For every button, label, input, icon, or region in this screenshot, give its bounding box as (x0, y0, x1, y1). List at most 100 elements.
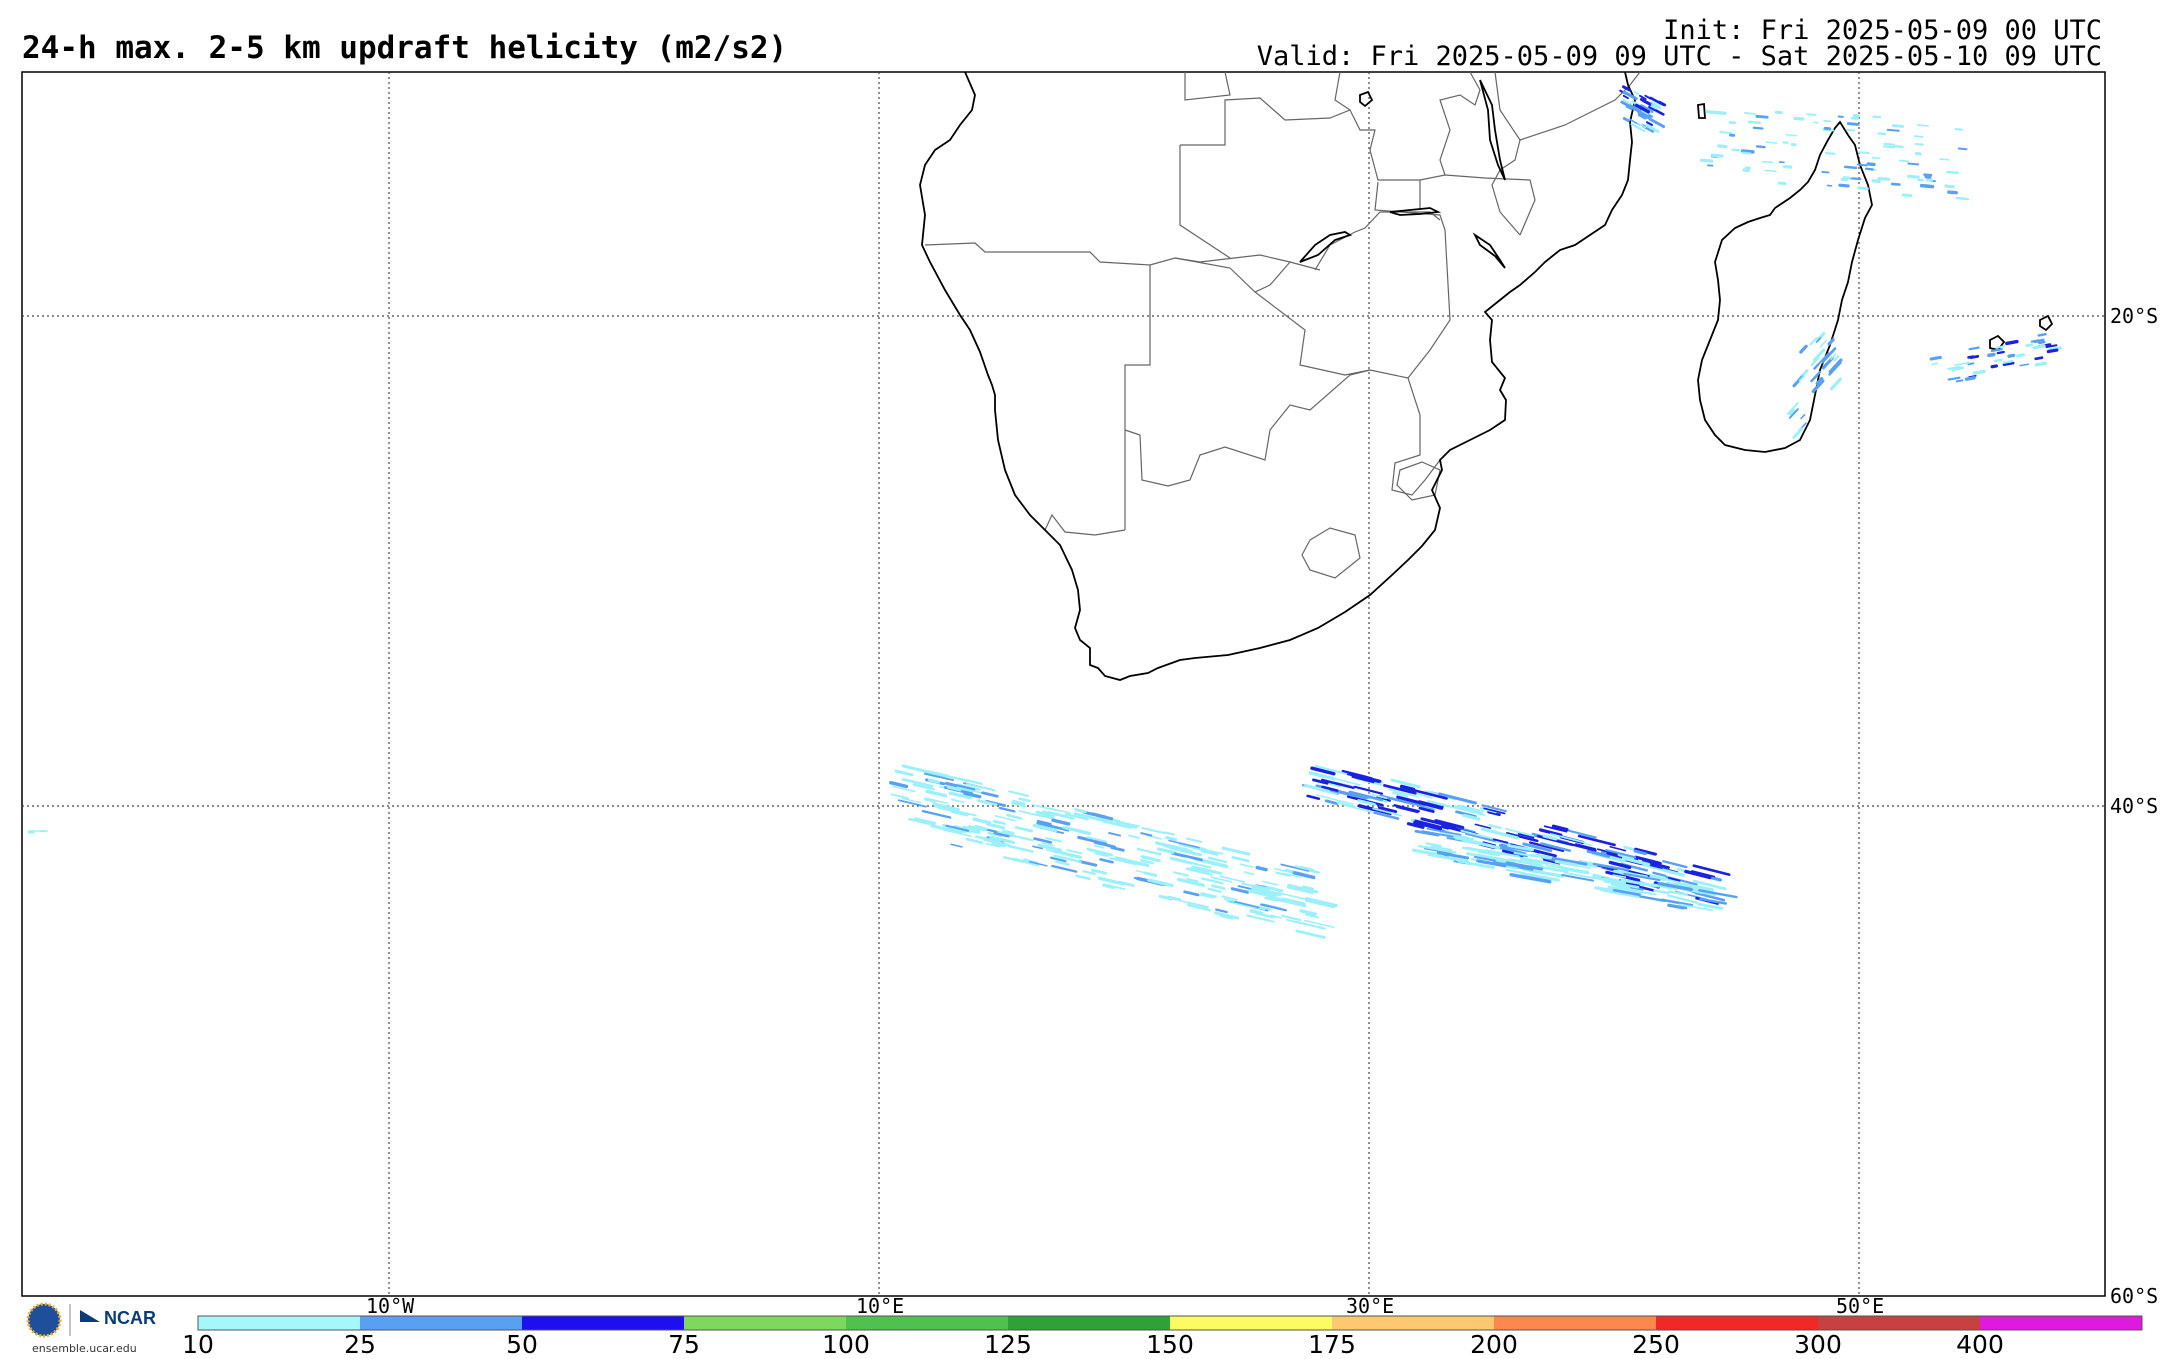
uh-streak (1916, 144, 1923, 145)
uh-streak (1719, 146, 1726, 147)
uh-streak (1174, 872, 1188, 875)
colorbar-bin (846, 1316, 1009, 1330)
uh-streak (1964, 363, 1969, 364)
ncar-mark-icon (80, 1310, 100, 1322)
uh-streak (1257, 868, 1266, 870)
uh-streak (1946, 186, 1953, 187)
uh-streak (1702, 160, 1712, 161)
uh-streak (1129, 836, 1139, 838)
uh-streak (1296, 922, 1325, 929)
uh-streak (1957, 198, 1968, 199)
uh-streak (1824, 121, 1830, 122)
uh-streak (1831, 379, 1840, 389)
uh-streak (1949, 192, 1957, 193)
uh-streak (1974, 371, 1984, 373)
uh-streak (1969, 357, 1973, 358)
colorbar-bin (198, 1316, 361, 1330)
map-frame (22, 72, 2105, 1296)
uh-streak (1786, 135, 1796, 136)
uh-streak (1995, 360, 2001, 361)
uh-streak (1879, 133, 1886, 134)
uh-streak (923, 811, 950, 817)
colorbar-bin (684, 1316, 847, 1330)
uh-streak (1801, 415, 1805, 419)
uh-streak (1895, 146, 1903, 147)
uh-streak (1956, 129, 1962, 130)
colorbar-bin (1818, 1316, 1981, 1330)
coastlines (920, 72, 2052, 680)
uh-streak (1624, 96, 1628, 98)
uh-streak (1142, 828, 1164, 833)
updraft-helicity-swaths (29, 87, 2061, 938)
lat-label-40s: 40°S (2110, 794, 2158, 818)
uh-streak (1610, 847, 1625, 851)
colorbar-bin (1980, 1316, 2143, 1330)
uh-streak (1992, 366, 1996, 367)
colorbar-bin (522, 1316, 685, 1330)
uh-streak (2020, 364, 2028, 365)
uh-streak (1187, 839, 1201, 842)
uh-streak (1915, 136, 1923, 137)
uh-streak (1326, 801, 1337, 804)
uh-streak (1784, 167, 1790, 168)
ncar-wordmark: NCAR (104, 1308, 156, 1329)
colorbar-tick-label: 200 (1470, 1330, 1518, 1359)
uh-streak (1000, 808, 1014, 811)
uh-streak (1427, 843, 1441, 846)
uh-streak (1822, 172, 1828, 173)
uh-streak (1066, 828, 1089, 833)
uh-streak (1009, 846, 1032, 851)
uh-streak (1713, 155, 1722, 156)
uh-streak (994, 821, 1004, 823)
uh-streak (1848, 124, 1858, 125)
uh-streak (974, 819, 990, 823)
uh-streak (1840, 185, 1848, 186)
uh-streak (1355, 787, 1382, 794)
uh-streak (1232, 889, 1247, 893)
uh-streak (967, 839, 982, 843)
colorbar-tick-label: 10 (182, 1330, 214, 1359)
uh-streak (1263, 882, 1277, 885)
uh-streak (1997, 346, 2005, 347)
uh-streak (1732, 150, 1739, 151)
colorbar-tick-label: 400 (1956, 1330, 2004, 1359)
uh-streak (1076, 810, 1085, 812)
uh-streak (1900, 161, 1908, 162)
colorbar-bin (360, 1316, 523, 1330)
uh-streak (1970, 348, 1979, 350)
uh-streak (1233, 857, 1248, 861)
colorbar-tick-label: 175 (1308, 1330, 1356, 1359)
uh-streak (1814, 364, 1818, 368)
uh-streak (952, 799, 963, 802)
colorbar-tick-label: 75 (668, 1330, 700, 1359)
uh-streak (1056, 862, 1069, 865)
lon-label-10e: 10°E (856, 1294, 904, 1318)
uh-streak (1167, 838, 1176, 840)
uh-streak (1240, 864, 1253, 867)
uh-streak (951, 844, 962, 846)
uh-streak (1507, 870, 1525, 873)
uh-streak (1742, 153, 1750, 154)
uh-streak (1820, 341, 1826, 347)
uh-streak (1282, 916, 1300, 920)
uh-streak (1052, 866, 1076, 872)
uh-streak (1216, 910, 1227, 912)
uh-streak (1908, 163, 1918, 164)
uh-streak (1872, 158, 1879, 159)
uh-streak (1853, 178, 1861, 179)
uh-streak (2027, 345, 2032, 346)
uh-streak (1077, 876, 1090, 879)
uh-streak (1212, 886, 1224, 889)
uh-streak (1808, 114, 1816, 115)
uh-streak (1209, 889, 1221, 892)
uh-streak (2039, 342, 2044, 343)
uh-streak (988, 824, 1004, 828)
uh-streak (2036, 363, 2045, 365)
uh-streak (1053, 820, 1069, 824)
uh-streak (2003, 361, 2012, 363)
uh-streak (1165, 832, 1174, 834)
uh-streak (1634, 92, 1638, 94)
lat-label-20s: 20°S (2110, 304, 2158, 328)
colorbar-tick-label: 250 (1632, 1330, 1680, 1359)
